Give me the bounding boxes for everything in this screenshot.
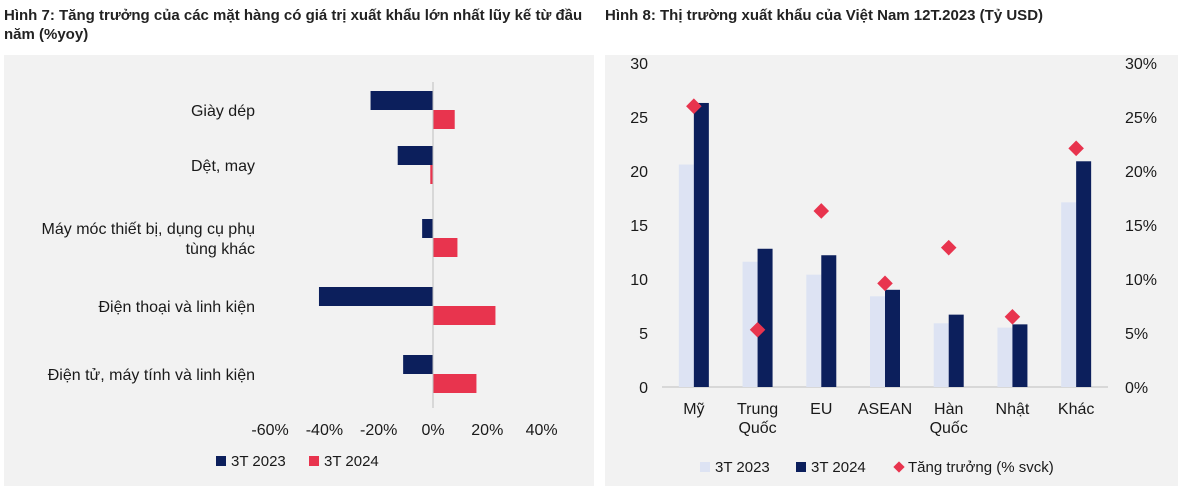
- chart2-growth-marker-2: [813, 203, 830, 219]
- chart1-x-tick-label: 40%: [526, 422, 558, 439]
- chart2-y2-tick-label: 5%: [1125, 326, 1148, 343]
- chart2-bar-2023-2: [806, 274, 822, 387]
- chart1-x-tick-label: 0%: [421, 422, 444, 439]
- chart2-bar-2024-2: [821, 255, 837, 387]
- chart1-bar-2024-0: [433, 110, 455, 129]
- chart2-y-tick-label: 0: [639, 380, 648, 397]
- chart1-legend-marker-2024: [309, 456, 319, 466]
- chart2-legend-marker-2023: [700, 462, 710, 472]
- chart2-growth-marker-4: [940, 239, 957, 256]
- chart2-category-label: Mỹ: [683, 401, 704, 418]
- chart1-bar-2024-1: [430, 165, 433, 184]
- chart1-bar-2024-4: [433, 374, 477, 393]
- chart2-y-tick-label: 30: [630, 56, 648, 73]
- chart2-y2-tick-label: 25%: [1125, 110, 1157, 127]
- chart2-y-tick-label: 20: [630, 164, 648, 181]
- chart1-x-tick-label: 20%: [471, 422, 503, 439]
- chart2-y2-tick-label: 10%: [1125, 272, 1157, 289]
- chart2-category-label: Nhật: [996, 401, 1030, 418]
- chart1-bar-2023-1: [397, 146, 433, 165]
- chart1-legend-label-2024: 3T 2024: [324, 453, 379, 470]
- chart1-x-tick-label: -60%: [251, 422, 288, 439]
- chart1-panel: [4, 55, 594, 486]
- chart1-category-label: Giày dép: [191, 103, 255, 120]
- chart2-legend-label-2024: 3T 2024: [811, 459, 866, 476]
- chart2-legend-label-growth: Tăng trưởng (% svck): [908, 459, 1054, 476]
- chart2-y2-tick-label: 0%: [1125, 380, 1148, 397]
- chart2-y-tick-label: 15: [630, 218, 648, 235]
- chart2-bar-2024-6: [1076, 161, 1092, 387]
- chart2-bar-2023-6: [1061, 202, 1077, 387]
- chart2-category-label: Trung: [737, 401, 778, 418]
- chart1-legend-label-2023: 3T 2023: [231, 453, 286, 470]
- chart2-category-label: EU: [810, 401, 832, 418]
- chart2-category-label: Quốc: [930, 420, 968, 437]
- chart1-category-label: Máy móc thiết bị, dụng cụ phụ: [42, 221, 255, 238]
- chart1-bar-2024-2: [433, 238, 458, 257]
- chart2-bar-2023-5: [997, 327, 1013, 387]
- chart2-bar-2024-4: [948, 314, 964, 387]
- chart2-bar-2023-3: [870, 296, 885, 387]
- chart1-bar-2023-0: [370, 91, 433, 110]
- chart1-bar-2024-3: [433, 306, 496, 325]
- chart1-bar-2023-2: [422, 219, 433, 238]
- chart2-bar-2024-3: [885, 289, 900, 387]
- chart2-title: Hình 8: Thị trường xuất khẩu của Việt Na…: [605, 7, 1044, 24]
- chart2-category-label: ASEAN: [858, 401, 912, 418]
- chart2-y-tick-label: 10: [630, 272, 648, 289]
- chart2-bar-2024-1: [757, 248, 773, 387]
- chart2-y-tick-label: 25: [630, 110, 648, 127]
- chart2-growth-marker-5: [1004, 309, 1021, 325]
- chart2-growth-marker-3: [877, 275, 893, 292]
- chart1-x-tick-label: -20%: [360, 422, 397, 439]
- chart2-bar-2024-0: [693, 102, 709, 388]
- chart1-title: Hình 7: Tăng trưởng của các mặt hàng có …: [4, 7, 583, 43]
- chart1-category-label: Dệt, may: [191, 158, 255, 175]
- chart1-legend-marker-2023: [216, 456, 226, 466]
- chart2-category-label: Khác: [1058, 401, 1094, 418]
- chart2-legend-marker-2024: [796, 462, 806, 472]
- chart2-y2-tick-label: 15%: [1125, 218, 1157, 235]
- chart2-y2-tick-label: 30%: [1125, 56, 1157, 73]
- chart2-bar-2023-4: [933, 323, 949, 387]
- chart1-bar-2023-4: [403, 355, 433, 374]
- chart2-category-label: Quốc: [738, 420, 776, 437]
- chart1-x-tick-label: -40%: [306, 422, 343, 439]
- chart2-legend-label-2023: 3T 2023: [715, 459, 770, 476]
- chart2-y2-tick-label: 20%: [1125, 164, 1157, 181]
- chart2-growth-marker-6: [1068, 140, 1084, 157]
- chart1-bar-2023-3: [318, 287, 433, 306]
- chart1-category-label: Điện thoại và linh kiện: [98, 299, 255, 316]
- chart2-legend-marker-growth: [893, 461, 905, 473]
- chart1-category-label: Điện tử, máy tính và linh kiện: [48, 367, 255, 384]
- chart2-bar-2024-5: [1012, 324, 1028, 387]
- chart2-bar-2023-0: [678, 164, 694, 387]
- chart1-category-label: tùng khác: [186, 241, 255, 258]
- chart2-category-label: Hàn: [934, 401, 963, 418]
- chart2-y-tick-label: 5: [639, 326, 648, 343]
- chart2-bar-2023-1: [742, 261, 758, 387]
